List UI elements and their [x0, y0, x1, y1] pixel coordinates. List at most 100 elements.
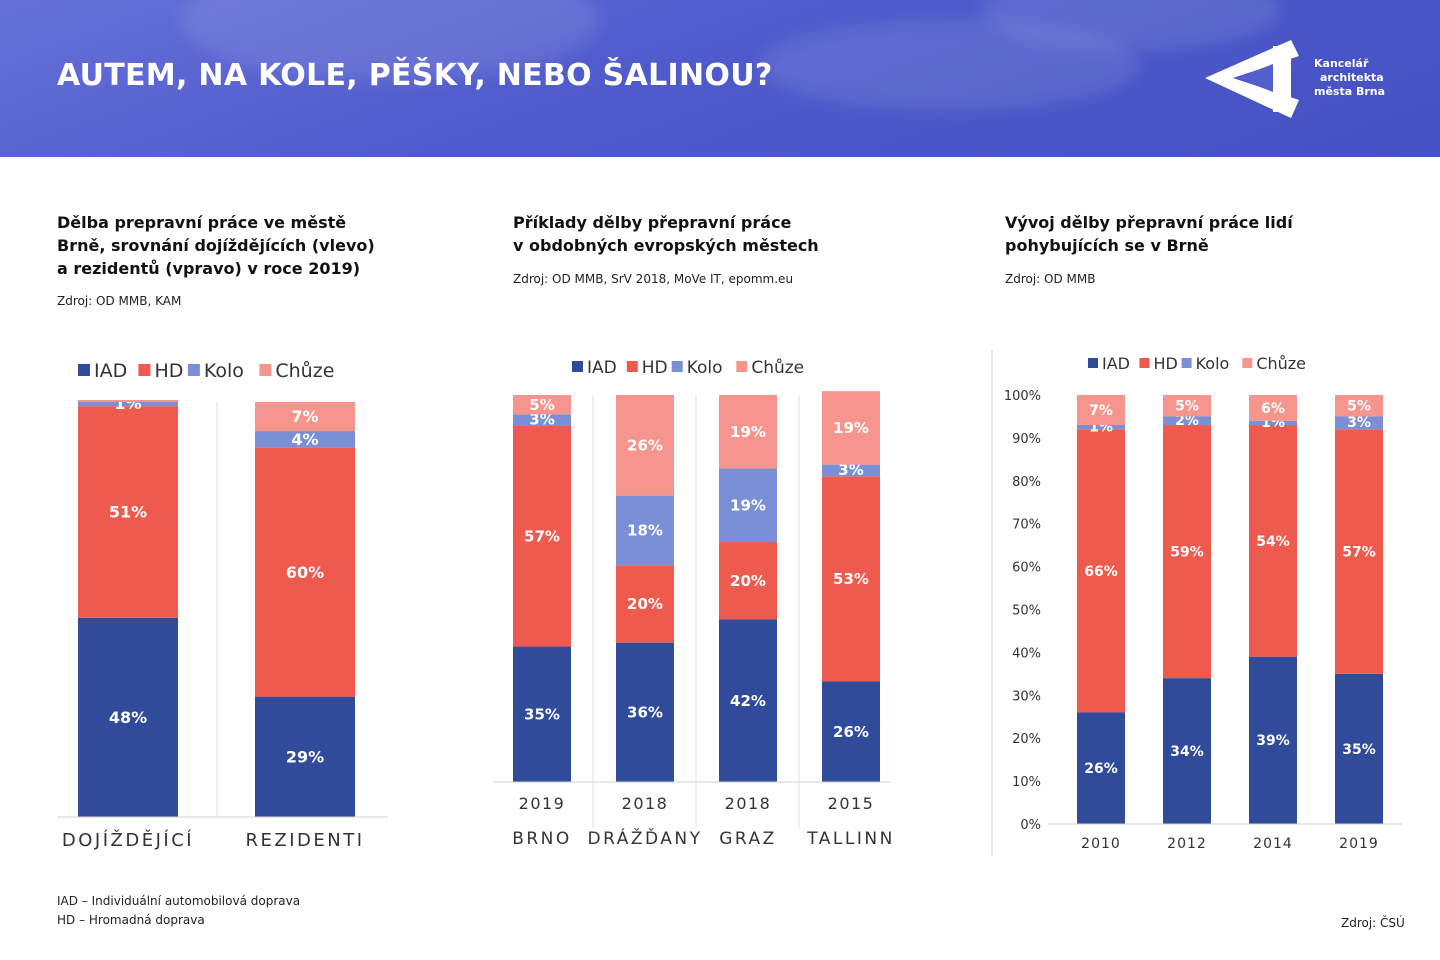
- bar-value-label: 20%: [730, 572, 766, 590]
- bar-value-label: 66%: [1084, 564, 1118, 580]
- category-label: GRAZ: [719, 829, 777, 849]
- bar-segment-iad: [513, 646, 571, 782]
- bar-segment-chůze: [255, 402, 355, 432]
- panel-2-title: Příklady dělby přepravní práce v obdobný…: [513, 213, 819, 255]
- legend-label: IAD: [1102, 354, 1130, 373]
- legend-swatch: [259, 364, 272, 376]
- bar-segment-chůze: [1077, 395, 1125, 426]
- year-label: 2019: [519, 794, 566, 813]
- bar-segment-hd: [513, 425, 571, 647]
- bar-segment-kolo: [1077, 425, 1125, 430]
- bar-segment-iad: [255, 696, 355, 817]
- header-banner: AUTEM, NA KOLE, PĚŠKY, NEBO ŠALINOU? Kan…: [0, 0, 1440, 157]
- bar-segment-iad: [1163, 678, 1211, 824]
- bar-value-label: 35%: [1342, 742, 1376, 758]
- bar-segment-kolo: [1249, 420, 1297, 426]
- bar-value-label: 7%: [1089, 403, 1113, 419]
- category-label: 2010: [1081, 836, 1121, 852]
- legend-label: HD: [642, 358, 668, 378]
- bar-value-label: 51%: [109, 503, 147, 522]
- bar-segment-kolo: [822, 464, 880, 477]
- y-tick-label: 80%: [1012, 475, 1041, 490]
- category-label: DOJÍŽDĚJÍCÍ: [62, 829, 194, 851]
- panel-3-title: Vývoj dělby přepravní práce lidí pohybuj…: [1005, 213, 1293, 255]
- panel-2-source: Zdroj: OD MMB, SrV 2018, MoVe IT, epomm.…: [513, 272, 794, 286]
- legend-label: Kolo: [1196, 354, 1230, 373]
- bar-segment-chůze: [822, 391, 880, 465]
- bar-value-label: 19%: [730, 497, 766, 515]
- legend-label: IAD: [587, 358, 617, 378]
- y-tick-label: 0%: [1020, 818, 1041, 833]
- panel-1-source: Zdroj: OD MMB, KAM: [57, 294, 182, 308]
- bar-value-label: 26%: [1084, 761, 1118, 777]
- category-label: DRÁŽĎANY: [587, 827, 702, 849]
- legend-label: Chůze: [751, 358, 804, 378]
- legend-swatch: [671, 361, 683, 372]
- bar-value-label: 36%: [627, 704, 663, 722]
- bar-value-label: 34%: [1170, 744, 1204, 760]
- y-tick-label: 40%: [1012, 646, 1041, 661]
- bar-segment-chůze: [1335, 395, 1383, 417]
- footnote-iad: IAD – Individuální automobilová doprava: [57, 894, 301, 908]
- y-tick-label: 30%: [1012, 689, 1041, 704]
- page-title: AUTEM, NA KOLE, PĚŠKY, NEBO ŠALINOU?: [57, 58, 773, 93]
- bar-segment-chůze: [513, 395, 571, 415]
- legend-label: HD: [154, 360, 183, 382]
- bar-segment-kolo: [719, 468, 777, 543]
- bar-segment-iad: [822, 681, 880, 782]
- legend-swatch: [187, 364, 200, 376]
- logo-line: města Brna: [1314, 85, 1386, 98]
- bar-value-label: 5%: [1347, 399, 1371, 415]
- bar-value-label: 3%: [529, 411, 554, 429]
- bar-value-label: 7%: [291, 407, 318, 426]
- bar-value-label: 4%: [291, 430, 318, 449]
- legend-swatch: [138, 364, 151, 376]
- legend-swatch: [1242, 358, 1253, 368]
- legend-label: Chůze: [275, 360, 334, 382]
- bar-segment-chůze: [1249, 395, 1297, 421]
- bar-value-label: 42%: [730, 692, 766, 710]
- legend-label: Chůze: [1256, 354, 1306, 373]
- bar-value-label: 3%: [838, 461, 863, 479]
- y-tick-label: 50%: [1012, 604, 1041, 619]
- bar-segment-chůze: [1163, 395, 1211, 417]
- bar-value-label: 5%: [529, 396, 554, 414]
- bar-value-label: 20%: [627, 595, 663, 613]
- bar-segment-kolo: [78, 402, 178, 407]
- bar-segment-hd: [719, 542, 777, 620]
- bar-segment-kolo: [255, 431, 355, 448]
- footnote-hd: HD – Hromadná doprava: [57, 913, 205, 927]
- y-tick-label: 20%: [1012, 732, 1041, 747]
- panel-1-title: Dělba prepravní práce ve městě Brně, sro…: [57, 213, 375, 278]
- bar-segment-hd: [1163, 425, 1211, 679]
- legend-swatch: [736, 361, 748, 372]
- legend-swatch: [626, 361, 638, 372]
- logo-line: architekta: [1320, 71, 1384, 84]
- bar-value-label: 59%: [1170, 544, 1204, 560]
- y-tick-label: 10%: [1012, 775, 1041, 790]
- bar-segment-iad: [78, 617, 178, 817]
- bar-segment-iad: [719, 619, 777, 782]
- bar-segment-hd: [78, 406, 178, 618]
- legend-label: HD: [1153, 354, 1177, 373]
- legend-label: Kolo: [204, 360, 244, 382]
- panel-3-source: Zdroj: OD MMB: [1005, 272, 1096, 286]
- category-label: BRNO: [512, 829, 572, 849]
- bar-segment-kolo: [616, 495, 674, 566]
- legend-swatch: [1181, 358, 1192, 368]
- bar-value-label: 53%: [833, 570, 869, 588]
- bar-value-label: 3%: [1347, 415, 1371, 431]
- bar-segment-iad: [1335, 673, 1383, 824]
- bar-segment-hd: [1249, 425, 1297, 657]
- bar-value-label: 19%: [833, 419, 869, 437]
- bar-value-label: 39%: [1256, 733, 1290, 749]
- bar-value-label: 54%: [1256, 534, 1290, 550]
- bar-value-label: 1%: [114, 394, 141, 413]
- category-label: 2019: [1339, 836, 1379, 852]
- category-label: 2012: [1167, 836, 1207, 852]
- category-label: REZIDENTI: [245, 830, 364, 851]
- bar-segment-hd: [1335, 429, 1383, 674]
- bar-value-label: 18%: [627, 522, 663, 540]
- bar-value-label: 48%: [109, 708, 147, 727]
- bar-segment-kolo: [1163, 416, 1211, 426]
